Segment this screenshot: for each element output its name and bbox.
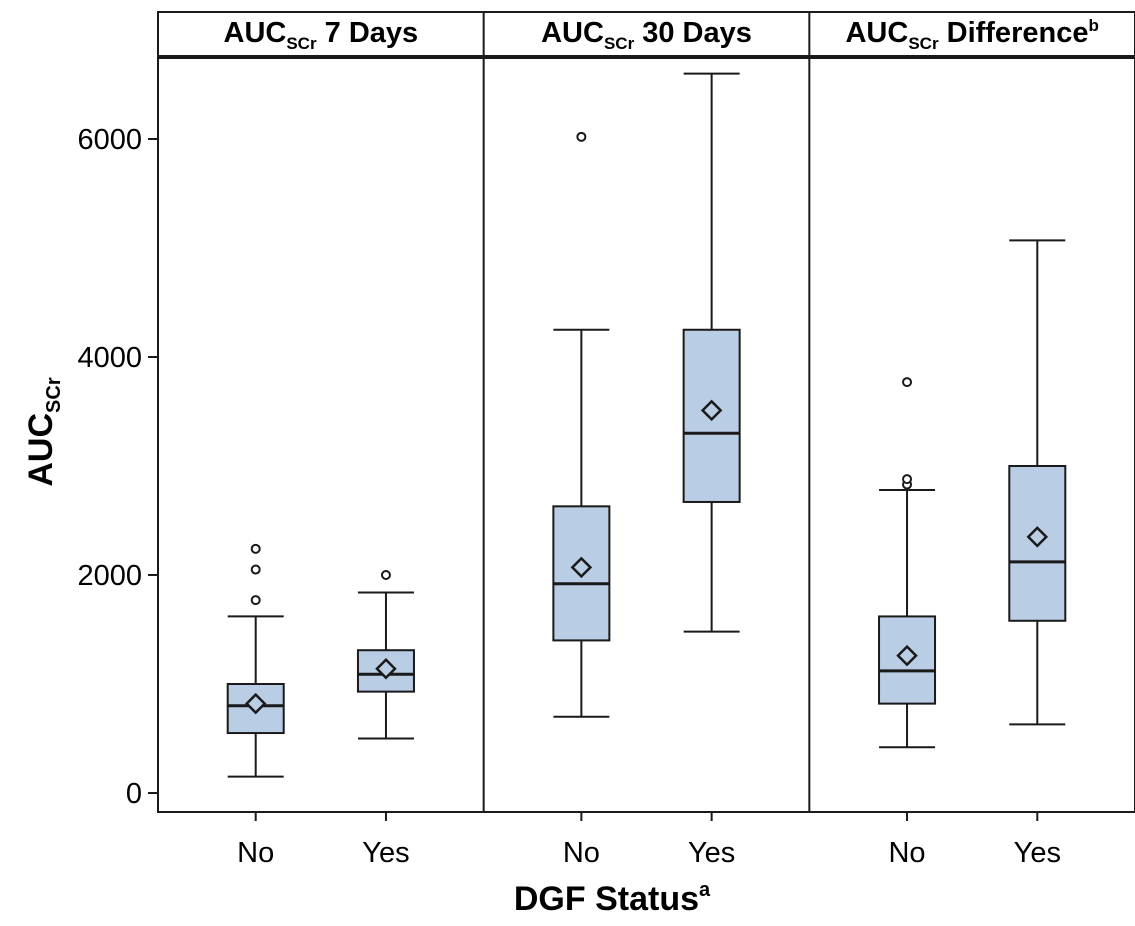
outlier-point bbox=[250, 564, 261, 575]
y-axis-title: AUCSCr bbox=[22, 377, 65, 486]
y-tick-label: 4000 bbox=[77, 342, 142, 374]
panel-title: AUCSCr Differenceb bbox=[845, 16, 1098, 53]
mean-marker bbox=[896, 644, 918, 667]
x-tick-label: No bbox=[888, 837, 925, 869]
mean-marker bbox=[570, 556, 593, 579]
outlier-point bbox=[250, 595, 261, 606]
y-tick-label: 0 bbox=[126, 778, 142, 810]
mean-marker bbox=[700, 399, 723, 422]
outlier-point bbox=[380, 570, 391, 580]
plot-frame bbox=[157, 11, 1135, 813]
outlier-point bbox=[902, 377, 913, 388]
outlier-point bbox=[576, 131, 587, 142]
mean-marker bbox=[375, 657, 397, 680]
panel-title: AUCSCr 7 Days bbox=[224, 17, 419, 53]
y-tick-label: 2000 bbox=[77, 560, 142, 592]
x-tick-label: No bbox=[563, 837, 600, 869]
mean-marker bbox=[1026, 526, 1049, 548]
mean-marker bbox=[244, 692, 267, 715]
x-tick-label: Yes bbox=[1014, 837, 1061, 869]
outlier-point bbox=[250, 543, 261, 554]
y-tick-label: 6000 bbox=[77, 124, 142, 156]
x-tick-label: Yes bbox=[688, 837, 735, 869]
x-tick-label: Yes bbox=[362, 837, 409, 869]
panel-title: AUCSCr 30 Days bbox=[541, 17, 752, 53]
x-tick-label: No bbox=[237, 837, 274, 869]
outlier-point bbox=[902, 474, 913, 485]
x-axis-title: DGF Statusa bbox=[514, 879, 711, 918]
